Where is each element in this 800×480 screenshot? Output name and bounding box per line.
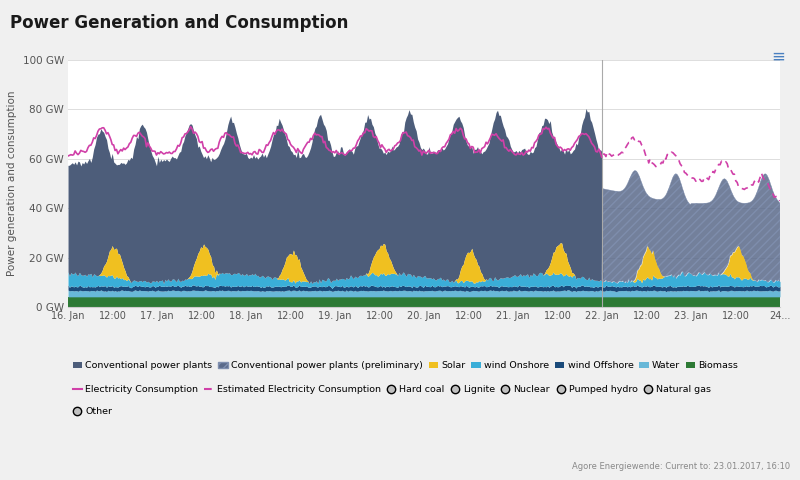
Y-axis label: Power generation and consumption: Power generation and consumption: [7, 91, 17, 276]
Text: Power Generation and Consumption: Power Generation and Consumption: [10, 14, 348, 33]
Text: Agore Energiewende: Current to: 23.01.2017, 16:10: Agore Energiewende: Current to: 23.01.20…: [572, 462, 790, 471]
Text: ≡: ≡: [772, 48, 786, 66]
Legend: Other: Other: [73, 407, 113, 416]
